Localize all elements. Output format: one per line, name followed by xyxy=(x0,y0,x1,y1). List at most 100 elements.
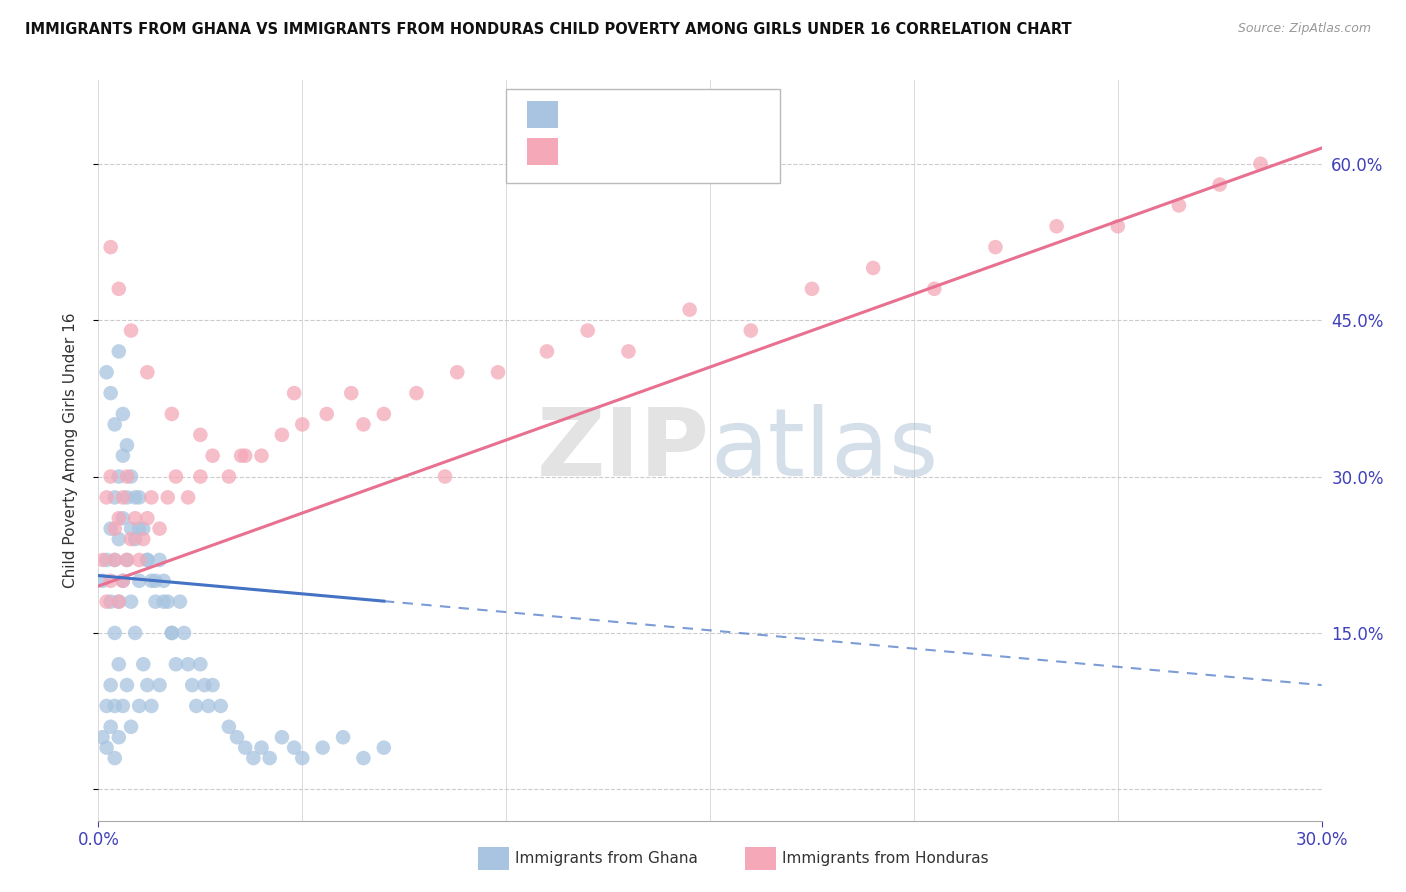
Point xyxy=(218,469,240,483)
Text: R = -0.078  N = 83: R = -0.078 N = 83 xyxy=(569,106,734,120)
Point xyxy=(108,595,131,609)
Point xyxy=(141,574,163,588)
Point xyxy=(128,553,150,567)
Text: Source: ZipAtlas.com: Source: ZipAtlas.com xyxy=(1237,22,1371,36)
Point xyxy=(115,553,138,567)
Point xyxy=(446,365,468,379)
Point xyxy=(1209,178,1232,192)
Point xyxy=(104,698,127,713)
Point xyxy=(242,751,264,765)
Text: atlas: atlas xyxy=(710,404,938,497)
Point xyxy=(177,657,200,672)
Point xyxy=(188,469,212,483)
Point xyxy=(104,491,127,505)
Point xyxy=(124,626,146,640)
Point xyxy=(373,407,395,421)
Point xyxy=(149,678,172,692)
Point xyxy=(193,678,215,692)
Point xyxy=(120,532,142,546)
Point xyxy=(132,657,155,672)
Point xyxy=(862,260,884,275)
Point xyxy=(108,595,131,609)
Point xyxy=(740,324,762,338)
Point xyxy=(291,417,314,432)
Point xyxy=(120,469,142,483)
Point xyxy=(96,740,118,755)
Point xyxy=(111,574,134,588)
Point xyxy=(209,698,232,713)
Point xyxy=(218,720,240,734)
Point xyxy=(231,449,253,463)
Point xyxy=(486,365,509,379)
Point xyxy=(104,553,127,567)
Point xyxy=(91,574,114,588)
Point xyxy=(801,282,824,296)
Point xyxy=(100,469,122,483)
Point xyxy=(1167,198,1189,212)
Point xyxy=(104,626,127,640)
Point xyxy=(132,532,155,546)
Point xyxy=(104,751,127,765)
Point xyxy=(922,282,945,296)
Point xyxy=(111,449,134,463)
Point xyxy=(115,438,138,452)
Point xyxy=(165,469,187,483)
Point xyxy=(100,720,122,734)
Point xyxy=(149,522,172,536)
Point xyxy=(111,574,134,588)
Point xyxy=(108,730,131,744)
Point xyxy=(100,595,122,609)
Point xyxy=(100,240,122,254)
Point xyxy=(111,511,134,525)
Point xyxy=(115,469,138,483)
Point xyxy=(1045,219,1069,234)
Point xyxy=(108,469,131,483)
Point xyxy=(141,698,163,713)
Point xyxy=(124,511,146,525)
Point xyxy=(108,511,131,525)
Point xyxy=(141,491,163,505)
Point xyxy=(149,553,172,567)
Point xyxy=(136,365,159,379)
Point xyxy=(405,386,427,401)
Point xyxy=(124,491,146,505)
Point xyxy=(169,595,191,609)
Point xyxy=(270,730,294,744)
Point xyxy=(188,427,212,442)
Point xyxy=(108,657,131,672)
Point xyxy=(201,449,224,463)
Point xyxy=(226,730,249,744)
Point xyxy=(259,751,281,765)
Point xyxy=(104,417,127,432)
Point xyxy=(108,282,131,296)
Point xyxy=(250,740,273,755)
Point xyxy=(312,740,335,755)
Point xyxy=(124,532,146,546)
Point xyxy=(96,698,118,713)
Point xyxy=(128,574,150,588)
Point xyxy=(128,698,150,713)
Point xyxy=(197,698,219,713)
Point xyxy=(617,344,640,359)
Point xyxy=(111,407,134,421)
Point xyxy=(283,740,305,755)
Point xyxy=(177,491,200,505)
Point xyxy=(120,522,142,536)
Point xyxy=(160,626,183,640)
Point xyxy=(984,240,1007,254)
Point xyxy=(536,344,558,359)
Point xyxy=(576,324,599,338)
Point xyxy=(100,386,122,401)
Point xyxy=(283,386,305,401)
Point xyxy=(315,407,337,421)
Point xyxy=(96,365,118,379)
Point xyxy=(115,491,138,505)
Point xyxy=(156,595,179,609)
Point xyxy=(173,626,195,640)
Point xyxy=(104,553,127,567)
Point xyxy=(100,574,122,588)
Point xyxy=(352,417,374,432)
Point xyxy=(679,302,702,317)
Point xyxy=(291,751,314,765)
Text: Immigrants from Honduras: Immigrants from Honduras xyxy=(782,852,988,866)
